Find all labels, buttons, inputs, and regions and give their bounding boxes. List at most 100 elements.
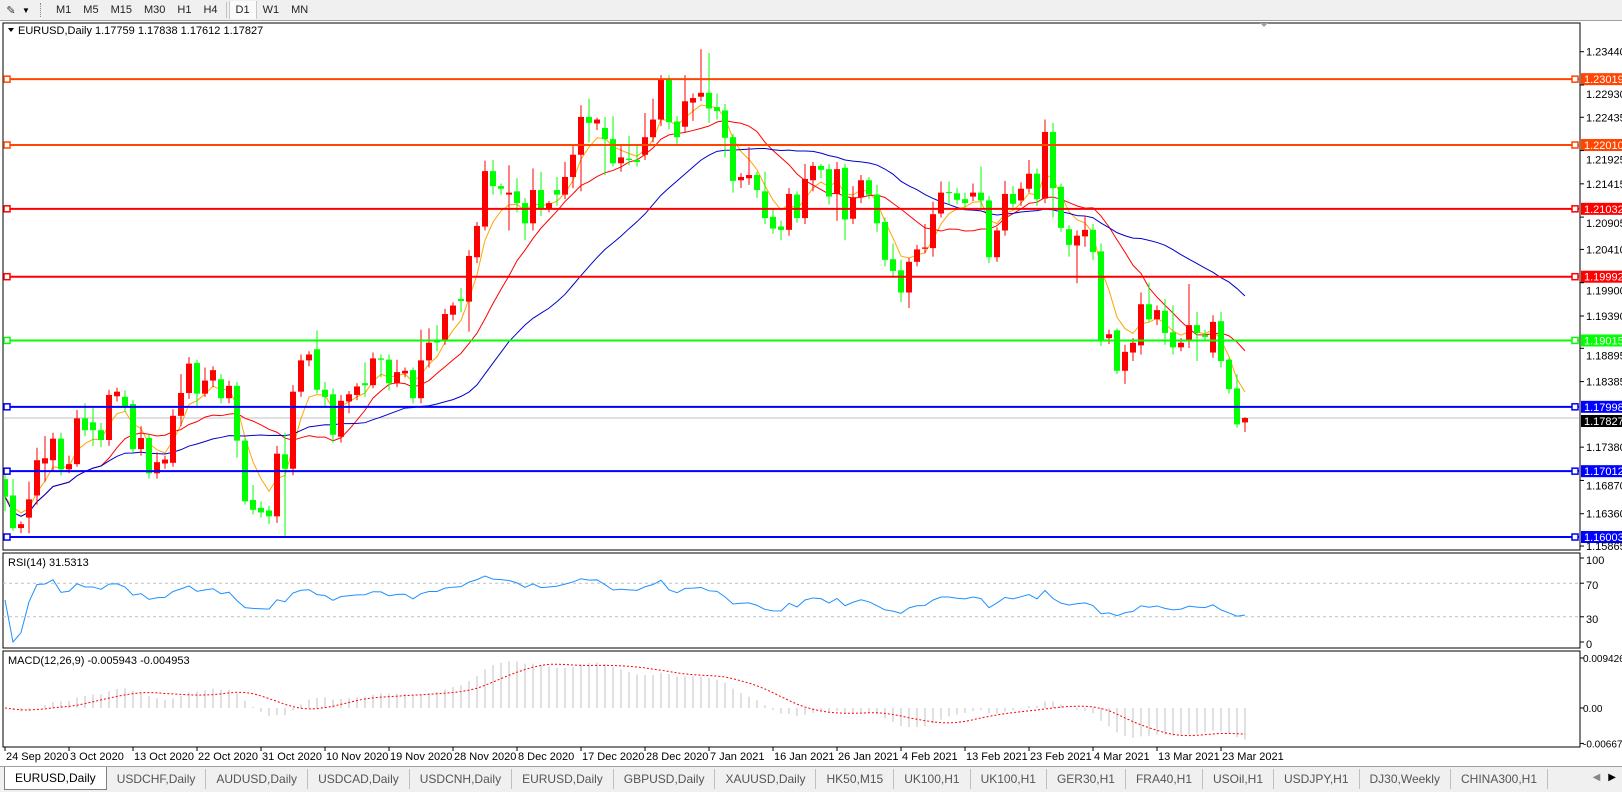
level-handle[interactable] <box>1571 336 1579 345</box>
chart-tab[interactable]: USDCNH,Daily <box>410 769 513 789</box>
level-handle[interactable] <box>3 403 11 411</box>
timeframe-m30[interactable]: M30 <box>143 4 166 16</box>
chart-tab[interactable]: AUDUSD,Daily <box>206 769 309 789</box>
chart-window[interactable]: 1.23019 1.22010 1.21032 1.19992 1.19015 1.179… <box>0 0 1622 766</box>
candle <box>10 479 16 531</box>
candle <box>578 105 584 192</box>
chart-tab[interactable]: USDJPY,H1 <box>1274 769 1360 789</box>
chart-tab[interactable]: DJ30,Weekly <box>1360 769 1451 789</box>
candle-body <box>330 394 336 435</box>
level-handle[interactable] <box>1571 141 1579 149</box>
level-handle[interactable] <box>3 336 11 345</box>
chart-tab[interactable]: GBPUSD,Daily <box>614 769 716 789</box>
level-handle[interactable] <box>1571 272 1579 281</box>
candle <box>1034 168 1040 206</box>
candle <box>866 176 872 200</box>
candle <box>594 117 600 130</box>
candle <box>394 359 400 388</box>
timeframe-w1[interactable]: W1 <box>262 4 280 16</box>
toolbar-grip[interactable] <box>40 3 44 17</box>
timeframe-mn[interactable]: MN <box>291 4 309 16</box>
toolbar-separator <box>225 2 227 18</box>
chart-menu-triangle-icon[interactable] <box>8 28 14 32</box>
date-label: 28 Dec 2020 <box>646 751 708 763</box>
candle <box>506 165 512 231</box>
candle-body <box>1050 131 1056 189</box>
level-handle[interactable] <box>3 272 11 281</box>
scroll-left-icon[interactable]: ◀ <box>1592 772 1601 783</box>
candle-body <box>778 226 784 230</box>
candle-body <box>322 389 328 397</box>
candle-body <box>938 192 944 214</box>
chart-tab[interactable]: UK100,H1 <box>894 769 971 789</box>
candle-body <box>122 396 128 407</box>
level-handle[interactable] <box>1571 403 1579 411</box>
level-price-box <box>1581 465 1622 478</box>
chart-tab[interactable]: USDCAD,Daily <box>308 769 410 789</box>
candle-body <box>74 418 80 465</box>
chart-tab[interactable]: CHINA300,H1 <box>1451 769 1549 789</box>
candle <box>482 160 488 231</box>
candle <box>794 191 800 223</box>
timeframe-m5[interactable]: M5 <box>83 4 99 16</box>
date-label: 4 Mar 2021 <box>1094 751 1150 763</box>
candle <box>882 217 888 267</box>
candle <box>298 354 304 397</box>
chart-tab[interactable]: FRA40,H1 <box>1126 769 1203 789</box>
draw-objects-icon[interactable]: ✎ <box>6 4 16 17</box>
candle <box>786 188 792 236</box>
candle-body <box>682 101 688 127</box>
level-handle[interactable] <box>1571 467 1579 475</box>
candle-body <box>954 193 960 200</box>
chevron-down-icon[interactable]: ▼ <box>22 5 30 15</box>
chart-tab[interactable]: USDCHF,Daily <box>107 769 207 789</box>
timeframe-d1[interactable]: D1 <box>228 1 257 19</box>
candle <box>914 244 920 267</box>
candle-body <box>306 354 312 361</box>
date-label: 22 Oct 2020 <box>198 751 258 763</box>
chart-shift-marker-icon[interactable] <box>1260 23 1268 27</box>
chart-tab[interactable]: GER30,H1 <box>1047 769 1126 789</box>
level-handle[interactable] <box>3 75 11 83</box>
chart-tab[interactable]: EURUSD,Daily <box>512 769 614 789</box>
candle <box>258 501 264 518</box>
candle <box>698 49 704 102</box>
level-handle[interactable] <box>1571 75 1579 83</box>
scroll-right-icon[interactable]: ▶ <box>1608 772 1616 783</box>
candle <box>890 243 896 278</box>
chart-tab[interactable]: USOil,H1 <box>1203 769 1275 789</box>
timeframe-m1[interactable]: M1 <box>56 4 72 16</box>
timeframe-h1[interactable]: H1 <box>177 4 192 16</box>
candle-body <box>1114 330 1120 371</box>
macd-signal-line <box>4 663 1246 737</box>
level-handle[interactable] <box>1571 205 1579 213</box>
candle-body <box>210 370 216 381</box>
chart-tab[interactable]: EURUSD,Daily <box>4 767 107 790</box>
candle <box>826 163 832 205</box>
chart-tab[interactable]: HK50,M15 <box>816 769 895 789</box>
chart-tab[interactable]: XAUUSD,Daily <box>715 769 817 789</box>
candle-body <box>546 203 552 209</box>
level-handle[interactable] <box>1571 533 1579 541</box>
current-price-label: 1.17827 <box>1584 416 1622 428</box>
timeframe-m15[interactable]: M15 <box>110 4 132 16</box>
level-handle[interactable] <box>3 205 11 213</box>
chart-tab[interactable]: UK100,H1 <box>971 769 1047 789</box>
candle-body <box>1034 173 1040 200</box>
date-label: 7 Jan 2021 <box>710 751 764 763</box>
candle-body <box>826 169 832 197</box>
candle <box>330 388 336 443</box>
candle <box>282 432 288 536</box>
candle <box>722 103 728 158</box>
macd-label: MACD(12,26,9) -0.005943 -0.004953 <box>8 655 190 667</box>
level-handle[interactable] <box>3 141 11 149</box>
level-handle[interactable] <box>3 467 11 475</box>
candle-body <box>922 247 928 249</box>
candle <box>274 445 280 523</box>
candle-body <box>314 349 320 390</box>
level-handle[interactable] <box>3 533 11 541</box>
timeframe-h4[interactable]: H4 <box>203 4 218 16</box>
candle-body <box>442 314 448 341</box>
candle <box>1042 119 1048 204</box>
candle <box>706 52 712 123</box>
